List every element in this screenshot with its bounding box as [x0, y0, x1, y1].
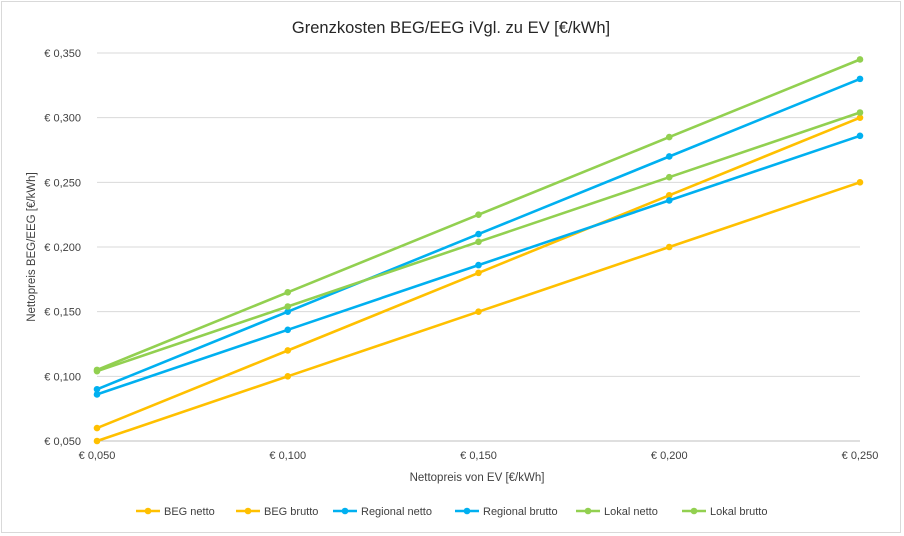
y-axis-title: Nettopreis BEG/EEG [€/kWh] — [26, 172, 38, 322]
x-tick-labels: € 0,050 € 0,100 € 0,150 € 0,200 € 0,250 — [79, 450, 879, 462]
y-tick-label: € 0,100 — [44, 371, 81, 383]
data-point — [475, 308, 482, 315]
data-point — [284, 288, 292, 296]
data-point — [665, 191, 673, 199]
data-point — [93, 437, 101, 445]
data-point — [93, 391, 101, 398]
data-point — [93, 385, 101, 393]
x-tick-label: € 0,200 — [651, 450, 688, 462]
legend: BEG netto BEG brutto Regional netto Regiona… — [136, 506, 767, 518]
x-tick-label: € 0,250 — [842, 450, 879, 462]
data-point — [665, 153, 673, 160]
data-point — [93, 424, 101, 432]
legend-item: BEG brutto — [236, 506, 318, 518]
legend-label: Lokal brutto — [710, 506, 767, 518]
y-tick-label: € 0,350 — [44, 48, 81, 60]
legend-swatch-marker — [584, 507, 592, 515]
legend-label: Regional brutto — [483, 506, 558, 518]
series — [93, 114, 864, 432]
data-point — [856, 179, 864, 186]
legend-label: Regional netto — [361, 506, 432, 518]
series — [93, 179, 864, 445]
data-point — [475, 211, 482, 218]
legend-item: Lokal brutto — [682, 506, 767, 518]
series — [93, 132, 864, 398]
data-point — [665, 133, 673, 141]
x-tick-label: € 0,150 — [460, 450, 497, 462]
legend-item: BEG netto — [136, 506, 215, 518]
legend-swatch-marker — [690, 507, 698, 515]
data-point — [475, 238, 482, 246]
chart-title: Grenzkosten BEG/EEG iVgl. zu EV [€/kWh] — [292, 19, 610, 37]
series-lines — [93, 56, 864, 445]
legend-swatch-marker — [244, 507, 252, 515]
legend-label: BEG brutto — [264, 506, 318, 518]
data-point — [856, 56, 864, 63]
legend-swatch-marker — [341, 507, 349, 515]
data-point — [284, 373, 292, 380]
legend-item: Regional netto — [333, 506, 432, 518]
data-point — [475, 230, 482, 238]
data-point — [856, 114, 864, 121]
series — [93, 75, 864, 393]
y-tick-label: € 0,250 — [44, 177, 81, 189]
legend-swatch-marker — [144, 507, 152, 515]
y-tick-label: € 0,050 — [44, 436, 81, 448]
y-tick-label: € 0,300 — [44, 113, 81, 125]
data-point — [284, 326, 292, 334]
legend-item: Lokal netto — [576, 506, 658, 518]
data-point — [475, 261, 482, 269]
y-tick-label: € 0,200 — [44, 242, 81, 254]
y-tick-label: € 0,150 — [44, 307, 81, 319]
legend-swatch-marker — [463, 507, 471, 515]
data-point — [284, 303, 292, 310]
x-axis-title: Nettopreis von EV [€/kWh] — [410, 472, 545, 484]
x-tick-label: € 0,050 — [79, 450, 116, 462]
series — [93, 56, 864, 374]
x-tick-label: € 0,100 — [269, 450, 306, 462]
data-point — [665, 197, 673, 204]
y-tick-labels: € 0,050 € 0,100 € 0,150 € 0,200 € 0,250 € 0,3… — [44, 48, 81, 448]
legend-label: Lokal netto — [604, 506, 658, 518]
data-point — [856, 132, 864, 140]
data-point — [284, 347, 292, 354]
legend-label: BEG netto — [164, 506, 215, 518]
data-point — [665, 243, 673, 251]
data-point — [475, 269, 482, 277]
legend-item: Regional brutto — [455, 506, 558, 518]
data-point — [284, 308, 292, 315]
data-point — [665, 173, 673, 181]
data-point — [856, 109, 864, 116]
series — [93, 109, 864, 375]
data-point — [856, 75, 864, 83]
data-point — [93, 366, 101, 374]
